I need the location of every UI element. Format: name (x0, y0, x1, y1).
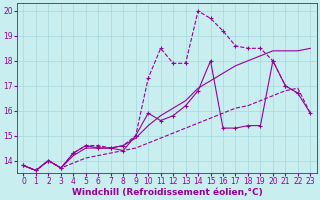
X-axis label: Windchill (Refroidissement éolien,°C): Windchill (Refroidissement éolien,°C) (72, 188, 262, 197)
